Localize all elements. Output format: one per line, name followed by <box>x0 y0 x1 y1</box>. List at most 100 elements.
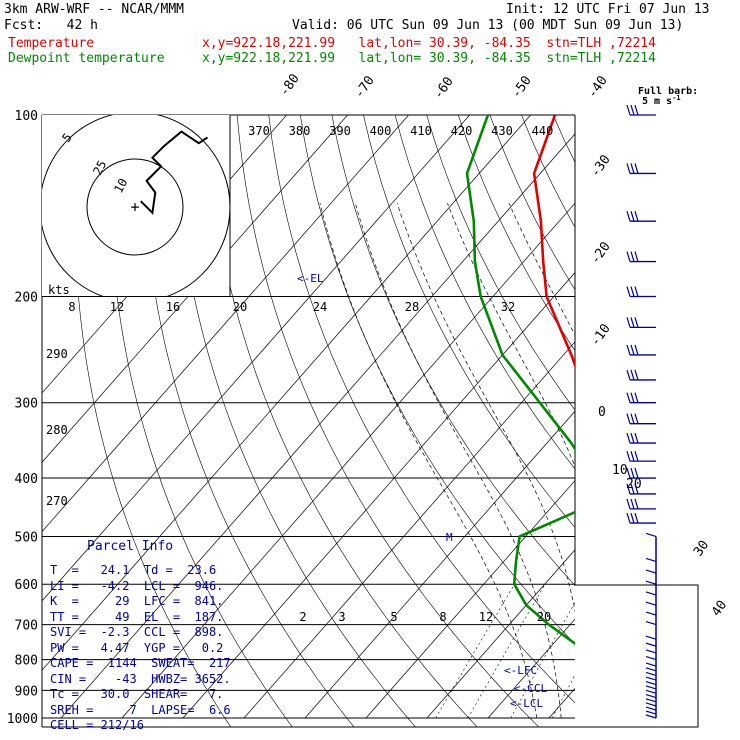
wind-barb-flag <box>626 317 631 328</box>
wind-barb <box>645 710 657 715</box>
dry-adiabat-line <box>236 115 540 727</box>
model-title: 3km ARW-WRF -- NCAR/MMM <box>4 2 185 17</box>
moist-adiabat-line <box>354 203 562 719</box>
wind-barb-flag <box>634 512 639 524</box>
hodo-kts-label: kts <box>48 283 70 297</box>
mixing-ratio-label: 8 <box>439 610 446 624</box>
wind-barb-flag <box>626 104 631 116</box>
wind-barb <box>626 211 656 222</box>
dry-adiabat-line <box>109 115 293 727</box>
isotherm-line <box>121 202 575 719</box>
isotherm-line <box>548 687 575 719</box>
dry-adiabat-line <box>711 115 740 731</box>
pressure-tick-label: 700 <box>15 619 38 634</box>
parcel-row: PW = 4.47 YGP = 0.2 <box>50 640 224 655</box>
temperature-profile <box>532 115 575 369</box>
dry-adiabat-line <box>74 115 232 727</box>
mixing-ratio-label: 12 <box>479 610 493 624</box>
parcel-row: TT = 49 EL = 187. <box>50 609 224 624</box>
temperature-tick-label: 30 <box>691 538 712 559</box>
wind-barb <box>645 714 657 719</box>
wind-barb-flag <box>634 286 639 297</box>
wind-barb <box>645 689 657 694</box>
wind-barb <box>645 649 657 654</box>
wind-barb-flag <box>626 163 631 174</box>
dry-adiabat-label: 270 <box>46 494 68 508</box>
wind-barb-flag <box>626 413 631 424</box>
isotherm-line <box>487 618 575 719</box>
isotherm-line <box>426 549 575 719</box>
pressure-tick-label: 100 <box>15 109 38 124</box>
pressure-tick-label: 800 <box>15 654 38 669</box>
pressure-tick-label: 200 <box>15 291 38 306</box>
wind-barb-flag <box>626 392 631 403</box>
barb-legend-line1: Full barb: <box>638 86 698 97</box>
wind-barb <box>626 498 656 510</box>
mixing-ratio-line <box>467 584 546 719</box>
wind-barb <box>645 662 657 667</box>
wind-barb <box>626 512 656 524</box>
lcl-marker: <-LCL <box>510 697 543 710</box>
valid-time: Valid: 06 UTC Sun 09 Jun 13 (00 MDT Sun … <box>292 18 684 33</box>
temperature-legend: Temperature <box>8 36 95 51</box>
dry-adiabat-line <box>489 115 575 291</box>
wind-barb-flag <box>630 512 635 524</box>
wind-barb <box>626 432 656 444</box>
pressure-tick-label: 1000 <box>7 712 38 727</box>
theta-label: 430 <box>491 124 513 138</box>
hodo-speed-label: 32 <box>501 300 515 314</box>
wind-barb-flag <box>634 450 639 462</box>
dry-adiabat-line <box>205 115 478 727</box>
isotherm-line <box>365 479 575 719</box>
parcel-row: CELL = 212/16 <box>50 718 144 732</box>
wind-barb-flag <box>634 317 639 328</box>
temperature-tick-label: 10 <box>612 463 628 478</box>
wind-barb <box>645 706 657 711</box>
wind-barb <box>645 698 657 703</box>
wind-barb-flag <box>630 163 635 174</box>
temperature-tick-label: -50 <box>509 73 535 101</box>
dry-adiabat-line <box>616 115 740 731</box>
moist-adiabat-line <box>319 203 538 719</box>
temperature-tick-label: -70 <box>352 73 378 101</box>
isotherm-line <box>42 115 531 671</box>
wind-barb <box>645 601 657 606</box>
temperature-location: x,y=922.18,221.99 lat,lon= 30.39, -84.35… <box>202 36 656 51</box>
mixing-ratio-label: 5 <box>390 610 397 624</box>
wind-barb <box>626 450 656 462</box>
wind-barb-flag <box>630 450 635 462</box>
wind-barb <box>645 557 657 563</box>
wind-barb-flag <box>634 163 639 174</box>
forecast-hour: Fcst: 42 h <box>4 18 98 33</box>
temperature-tick-label: -40 <box>585 73 611 101</box>
theta-label: 380 <box>289 124 311 138</box>
wind-barb <box>645 685 657 690</box>
mixing-ratio-label: 20 <box>537 610 551 624</box>
theta-label: 440 <box>532 124 554 138</box>
theta-label: 400 <box>370 124 392 138</box>
dry-adiabat-label: 280 <box>46 423 68 437</box>
wind-barb-flag <box>634 211 639 222</box>
wind-barb-flag <box>626 432 631 444</box>
wind-barb <box>645 676 657 681</box>
wind-barb <box>645 580 657 585</box>
wind-barb-flag <box>630 286 635 297</box>
wind-barb-flag <box>634 369 639 381</box>
dry-adiabat-line <box>585 115 740 731</box>
hodo-speed-label: 20 <box>233 300 247 314</box>
wind-barb-flag <box>630 467 635 479</box>
dry-adiabat-line <box>141 115 355 727</box>
wind-barb <box>626 104 656 116</box>
theta-label: 410 <box>410 124 432 138</box>
ccl-marker: <-CCL <box>514 682 547 695</box>
hodo-ring-label: 10 <box>111 176 130 195</box>
isotherm-line <box>60 133 575 719</box>
wind-barb <box>626 413 656 425</box>
wind-barb-flag <box>630 251 635 262</box>
wind-barb-flag <box>626 498 631 510</box>
wind-barb-flag <box>634 467 639 479</box>
wind-barb-flag <box>630 317 635 328</box>
dry-adiabat-line <box>426 115 575 411</box>
